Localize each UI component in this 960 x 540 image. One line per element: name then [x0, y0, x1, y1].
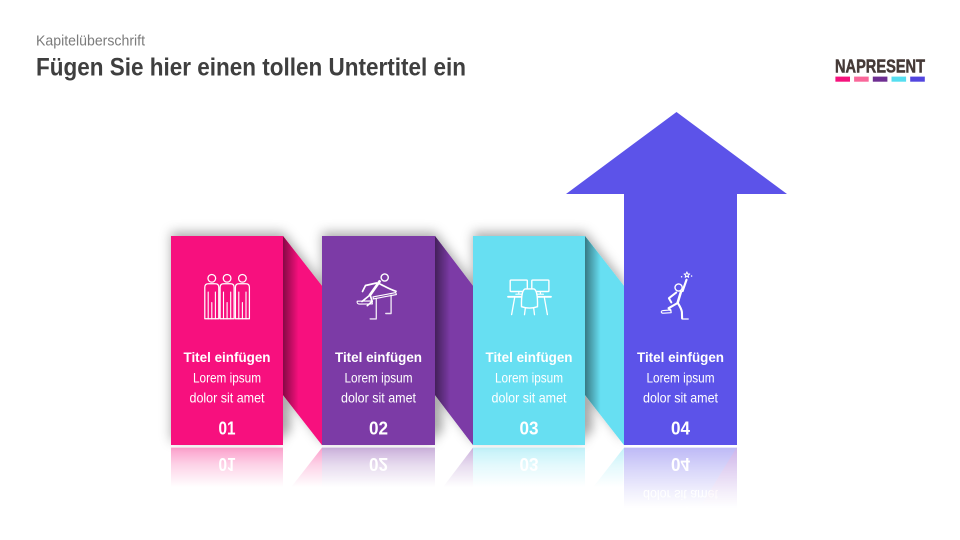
svg-text:Kapitelüberschrift: Kapitelüberschrift — [36, 33, 145, 49]
svg-text:dolor sit amet: dolor sit amet — [190, 390, 265, 406]
svg-text:dolor sit amet: dolor sit amet — [643, 390, 718, 406]
svg-text:01: 01 — [219, 418, 236, 438]
svg-text:Lorem ipsum: Lorem ipsum — [647, 370, 715, 386]
svg-text:04: 04 — [671, 418, 690, 438]
svg-text:Titel einfügen: Titel einfügen — [637, 349, 724, 365]
svg-text:NAPRESENT: NAPRESENT — [835, 57, 925, 77]
svg-text:dolor sit amet: dolor sit amet — [492, 390, 567, 406]
svg-text:Lorem ipsum: Lorem ipsum — [495, 370, 563, 386]
svg-text:Titel einfügen: Titel einfügen — [486, 349, 573, 365]
svg-text:dolor sit amet: dolor sit amet — [341, 390, 416, 406]
svg-text:02: 02 — [369, 418, 388, 438]
svg-text:Titel einfügen: Titel einfügen — [184, 349, 271, 365]
svg-text:Lorem ipsum: Lorem ipsum — [193, 370, 261, 386]
svg-text:Lorem ipsum: Lorem ipsum — [345, 370, 413, 386]
svg-text:Titel einfügen: Titel einfügen — [335, 349, 422, 365]
svg-text:Fügen Sie hier einen tollen Un: Fügen Sie hier einen tollen Untertitel e… — [36, 54, 466, 82]
svg-text:03: 03 — [520, 418, 539, 438]
